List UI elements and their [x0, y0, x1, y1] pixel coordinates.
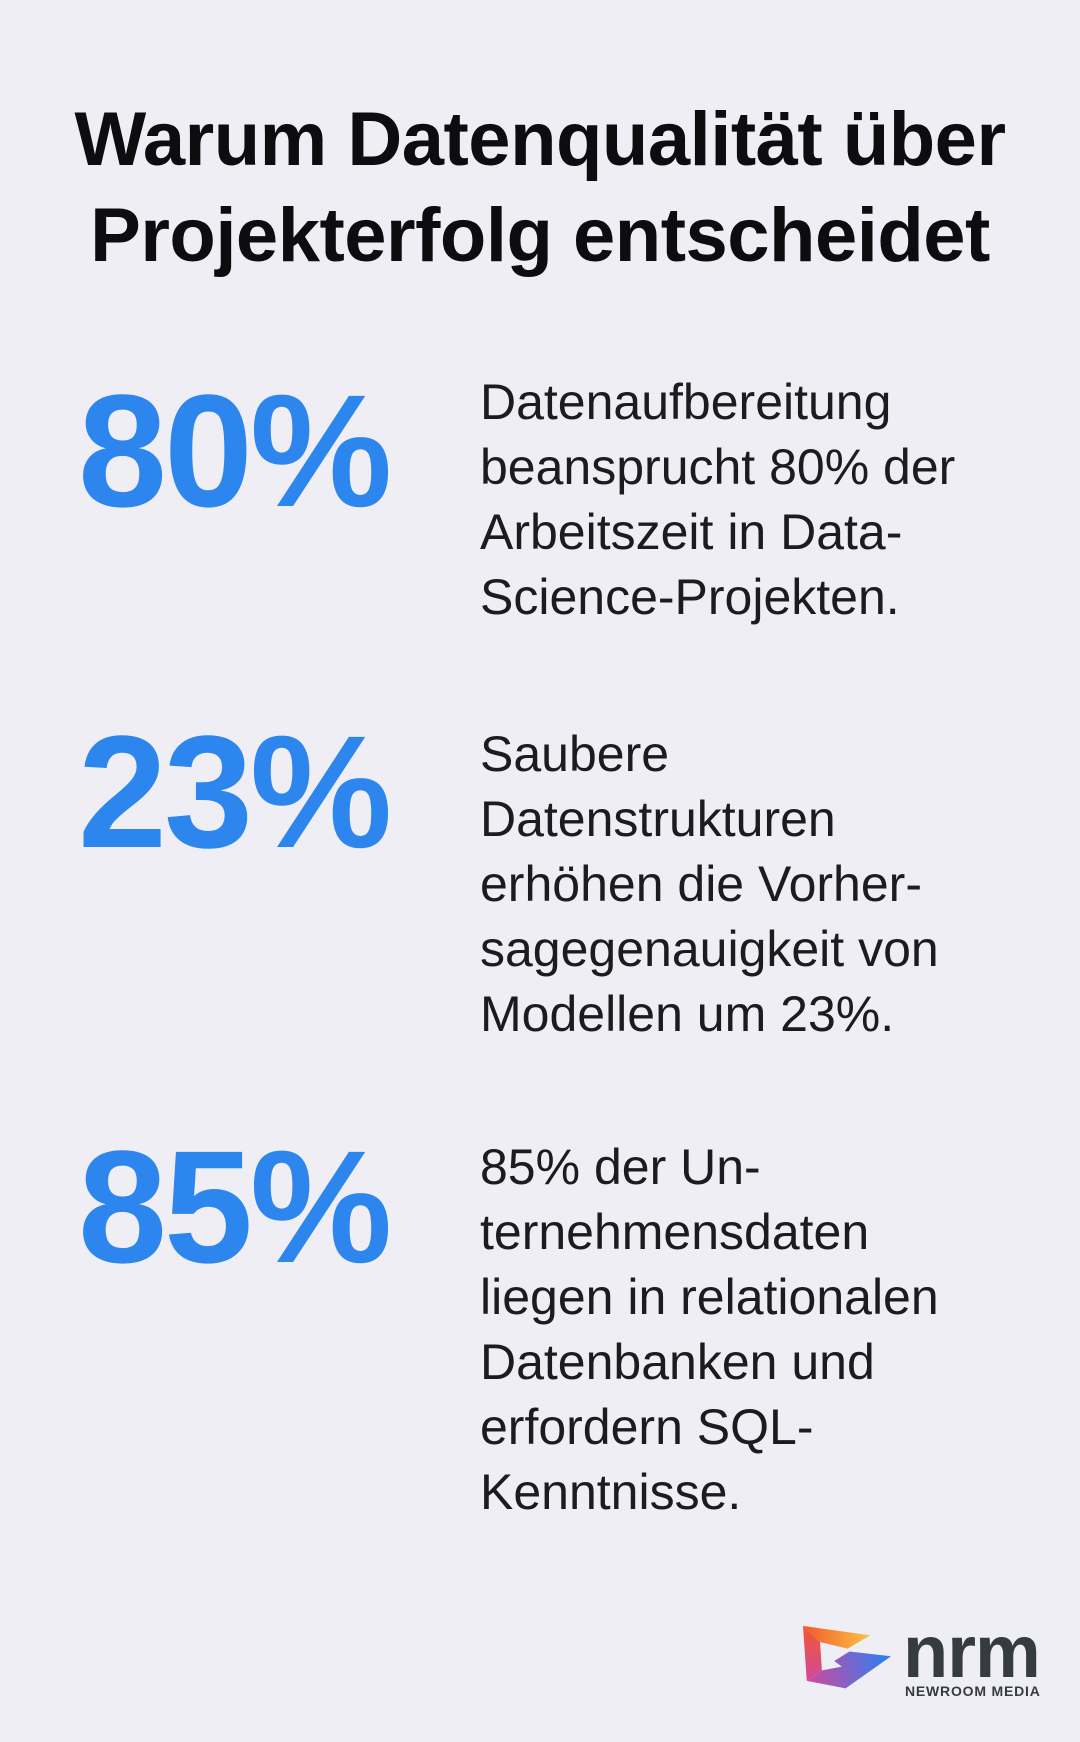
page-title-line-2: Projekterfolg entscheidet — [90, 193, 990, 278]
brand-subtitle: NEWROOM MEDIA — [905, 1683, 1041, 1699]
stat-value-85-percent: 85% — [78, 1117, 392, 1296]
brand-name: nrm — [903, 1610, 1041, 1693]
stat-description-relational-databases: 85% der Un- ternehmensdaten liegen in re… — [480, 1139, 939, 1520]
stat-value-80-percent: 80% — [78, 361, 392, 540]
stat-value-23-percent: 23% — [78, 702, 392, 881]
newroom-media-logo-icon — [802, 1625, 892, 1689]
stat-description-data-preparation: Datenaufbereitung beansprucht 80% der Ar… — [480, 374, 956, 625]
brand-logo: nrm NEWROOM MEDIA — [800, 1612, 1060, 1722]
page-title-line-1: Warum Datenqualität über — [74, 97, 1006, 182]
page-title: Warum Datenqualität über Projekterfolg e… — [0, 92, 1080, 284]
stat-description-clean-structures: Saubere Datenstrukturen erhöhen die Vorh… — [480, 726, 939, 1042]
